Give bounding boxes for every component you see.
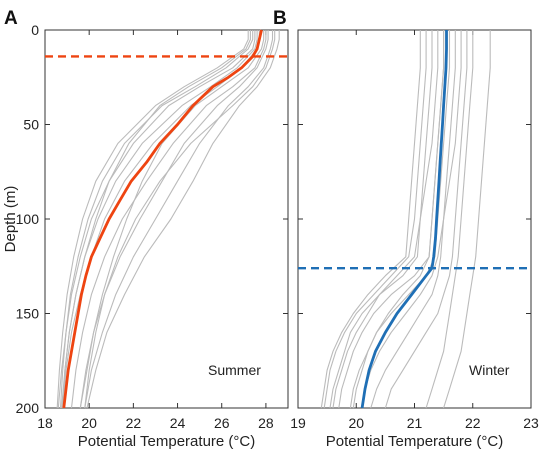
panel-a-plot-frame xyxy=(44,29,289,409)
panel-b-x-tick-label: 21 xyxy=(407,415,423,431)
panel-a-mean-profile-line xyxy=(62,29,263,409)
panel-a-x-axis-title: Potential Temperature (°C) xyxy=(78,433,255,450)
panel-a-x-tick-label: 18 xyxy=(37,415,53,431)
panel-b-mean-profile-group xyxy=(360,30,448,409)
panel-b-mean-profile-line xyxy=(360,30,448,409)
panel-a-y-tick-label: 0 xyxy=(31,22,39,38)
panel-a-individual-profiles xyxy=(56,30,280,409)
panel-b-x-tick-label: 23 xyxy=(523,415,539,431)
panel-a-y-tick-label: 200 xyxy=(16,400,40,416)
panel-a-letter: A xyxy=(4,8,18,29)
panel-b-x-axis-title: Potential Temperature (°C) xyxy=(326,433,503,450)
panel-b-profile-line-11 xyxy=(320,30,421,409)
panel-b-profile-line-1 xyxy=(370,30,456,409)
panel-a-x-tick-label: 26 xyxy=(214,415,230,431)
panel-b-profile-line-6 xyxy=(349,30,451,409)
panel-b-profile-line-4 xyxy=(323,30,427,409)
panel-a-profile-line-11 xyxy=(62,30,251,409)
panel-b-profile-line-2 xyxy=(384,30,468,409)
panel-b-profile-line-8 xyxy=(443,30,491,409)
panel-a-profile-line-4 xyxy=(86,30,280,409)
panel-b-season-label: Winter xyxy=(469,362,510,378)
panel-a-x-tick-label: 24 xyxy=(170,415,186,431)
panel-a-x-tick-label: 22 xyxy=(126,415,142,431)
panel-a-profile-line-3 xyxy=(56,30,249,409)
panel-b-profile-line-10 xyxy=(361,30,462,409)
panel-b-x-tick-label: 19 xyxy=(290,415,306,431)
panel-b-profile-line-0 xyxy=(329,30,433,409)
panel-a-y-tick-label: 150 xyxy=(16,306,40,322)
panel-a-y-axis-title: Depth (m) xyxy=(2,186,19,253)
panel-a-mean-profile-group xyxy=(62,29,263,409)
panel-b-profile-line-9 xyxy=(352,30,445,409)
panel-b-profile-line-7 xyxy=(332,30,439,409)
panel-a-profile-line-10 xyxy=(84,30,276,409)
panel-b-individual-profiles xyxy=(320,30,491,409)
panel-b-x-tick-label: 22 xyxy=(465,415,481,431)
panel-a-profile-line-8 xyxy=(79,30,269,409)
panel-a-y-tick-label: 100 xyxy=(16,211,40,227)
panel-a-x-tick-label: 20 xyxy=(81,415,97,431)
panel-a-profile-line-1 xyxy=(70,30,267,409)
panel-a-x-tick-label: 28 xyxy=(258,415,274,431)
panel-a-profile-line-7 xyxy=(59,30,254,409)
panel-b-profile-line-3 xyxy=(338,30,445,409)
panel-b-letter: B xyxy=(273,8,287,29)
panel-a-season-label: Summer xyxy=(208,362,261,378)
panel-b-x-tick-label: 20 xyxy=(348,415,364,431)
panel-a-axis-ticks: 18 20 22 24 26 28 0 50 100 150 200 xyxy=(16,22,288,431)
panel-a-y-tick-label: 50 xyxy=(23,117,39,133)
panel-a-profile-line-2 xyxy=(84,30,274,409)
panel-b-profile-line-5 xyxy=(425,30,474,409)
panel-b-axis-ticks: 19 20 21 22 23 xyxy=(290,29,539,431)
